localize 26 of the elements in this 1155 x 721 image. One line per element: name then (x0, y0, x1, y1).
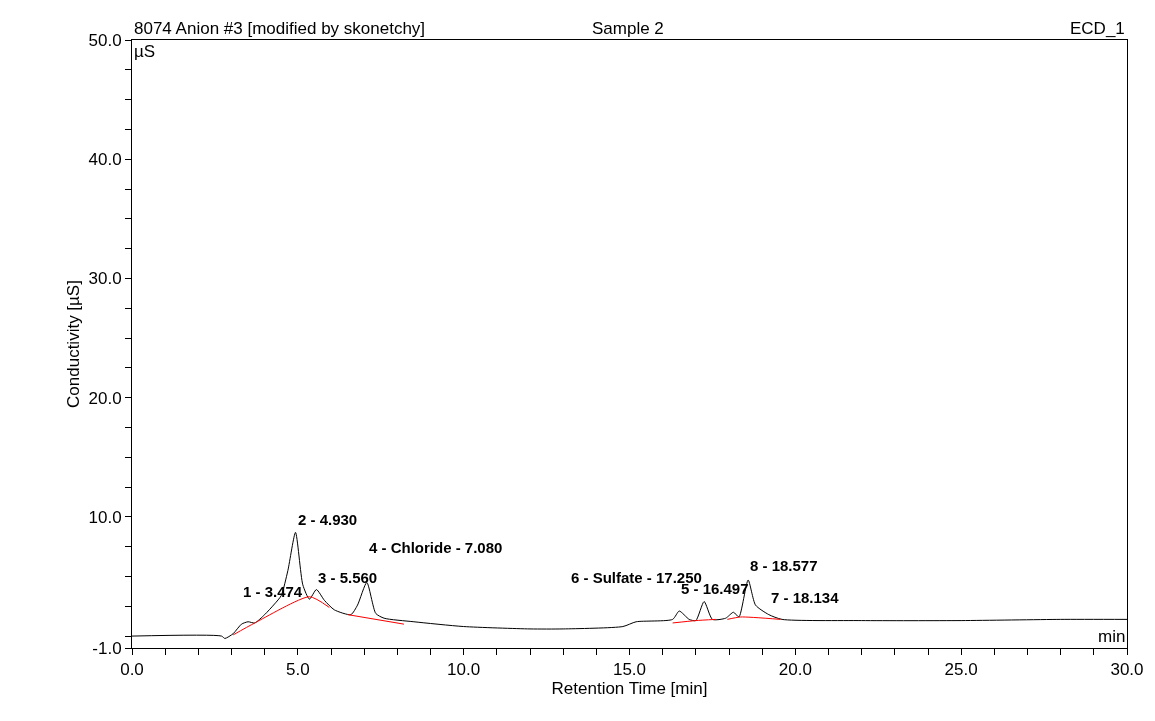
x-tick-label: 25.0 (944, 660, 978, 680)
chart-title: 8074 Anion #3 [modified by skonetchy] (134, 19, 426, 38)
x-tick-label: 20.0 (778, 660, 812, 680)
annotation: min (1098, 627, 1126, 646)
annotation: µS (134, 42, 156, 61)
y-tick-label: 30.0 (88, 269, 122, 289)
x-tick-label: 30.0 (1110, 660, 1144, 680)
annotation: 4 - Chloride - 7.080 (369, 539, 503, 556)
y-tick-label: 50.0 (88, 30, 122, 50)
annotation: 8 - 18.577 (750, 557, 818, 574)
x-tick-label: 5.0 (286, 660, 310, 680)
annotation: 7 - 18.134 (771, 589, 840, 606)
x-axis-title: Retention Time [min] (551, 679, 708, 699)
text: ECD_1 (1070, 19, 1125, 38)
y-tick-label: 10.0 (88, 507, 122, 527)
y-tick-label: -1.0 (92, 638, 122, 658)
annotation: 2 - 4.930 (298, 511, 358, 528)
y-tick-label: 40.0 (88, 150, 122, 170)
annotation: 3 - 5.560 (318, 569, 378, 586)
x-tick-label: 0.0 (120, 660, 144, 680)
x-tick-label: 10.0 (447, 660, 481, 680)
annotation: 1 - 3.474 (243, 583, 303, 600)
x-tick-label: 15.0 (612, 660, 647, 680)
chart-subtitle: Sample 2 (592, 19, 664, 38)
y-tick-label: 20.0 (88, 388, 122, 408)
y-axis-title: Conductivity [µS] (64, 280, 84, 408)
